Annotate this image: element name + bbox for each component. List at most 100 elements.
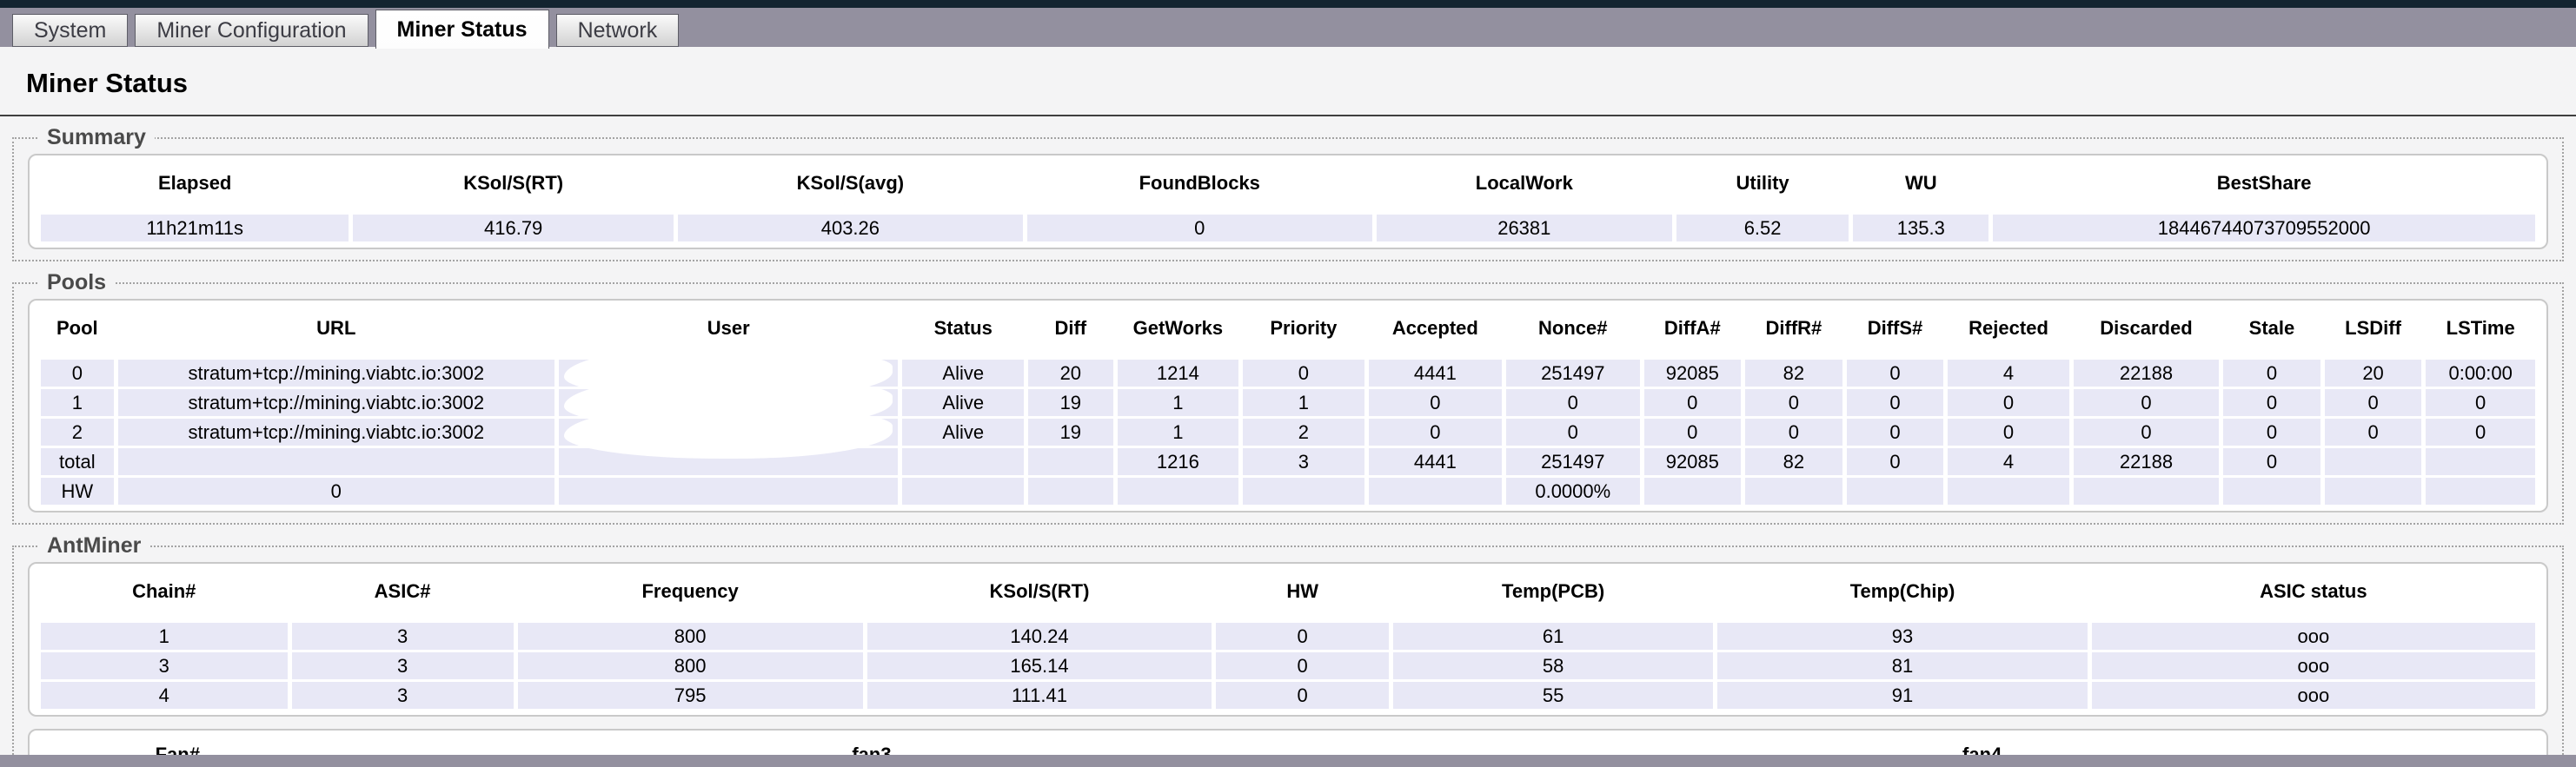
table-cell: HW — [41, 478, 114, 505]
table-cell: 4 — [41, 682, 288, 709]
table-cell — [2223, 478, 2320, 505]
column-header: Accepted — [1391, 317, 1478, 339]
table-cell: 91 — [1717, 682, 2088, 709]
table-cell: 0 — [2223, 419, 2320, 446]
table-cell: 18446744073709552000 — [1993, 215, 2535, 241]
table-cell: 20 — [1027, 360, 1113, 387]
table-cell — [2324, 448, 2422, 475]
redacted-cell — [558, 406, 899, 459]
table-row: 3 3 800 165.14 0 58 81 ooo — [41, 652, 2535, 679]
column-header: WU — [1904, 172, 1937, 194]
column-header: Temp(PCB) — [1502, 580, 1605, 602]
table-cell: 0 — [1368, 419, 1503, 446]
table-cell: 6.52 — [1676, 215, 1849, 241]
table-cell — [1117, 478, 1239, 505]
column-header: BestShare — [2216, 172, 2312, 194]
table-cell: 11h21m11s — [41, 215, 349, 241]
table-cell: ooo — [2091, 623, 2535, 650]
antminer-section: AntMiner Chain# ASIC# Frequency KSol/S(RT) H… — [12, 533, 2564, 755]
table-cell: 0 — [1216, 652, 1389, 679]
summary-table: Elapsed KSol/S(RT) KSol/S(avg) FoundBlocks L… — [37, 159, 2539, 244]
table-cell: 26381 — [1376, 215, 1672, 241]
table-row: 0 stratum+tcp://mining.viabtc.io:3002 Aliv… — [41, 347, 2535, 400]
column-header: fan3 — [852, 744, 892, 755]
table-cell: 61 — [1392, 623, 1714, 650]
table-cell: Alive — [902, 360, 1024, 387]
table-cell: 0 — [2324, 389, 2422, 416]
table-cell — [1368, 478, 1503, 505]
table-cell: 0 — [1745, 419, 1842, 446]
column-header: LocalWork — [1475, 172, 1573, 194]
column-header: FoundBlocks — [1139, 172, 1260, 194]
table-row: 1 3 800 140.24 0 61 93 ooo — [41, 623, 2535, 650]
table-cell: 4 — [1948, 360, 2069, 387]
table-cell — [558, 478, 899, 505]
table-cell — [2073, 478, 2220, 505]
table-cell: ooo — [2091, 652, 2535, 679]
table-cell — [2426, 448, 2535, 475]
table-cell: 0 — [1846, 360, 1944, 387]
table-cell — [1948, 478, 2069, 505]
table-cell — [1643, 478, 1742, 505]
column-header: Discarded — [2100, 317, 2193, 339]
table-cell — [902, 448, 1024, 475]
table-cell: Alive — [902, 419, 1024, 446]
table-cell: 3 — [291, 682, 514, 709]
table-cell: 0 — [1506, 419, 1640, 446]
table-cell: 92085 — [1643, 360, 1742, 387]
table-row: 1 stratum+tcp://mining.viabtc.io:3002 Aliv… — [41, 376, 2535, 429]
table-cell: 140.24 — [866, 623, 1212, 650]
table-cell: 81 — [1717, 652, 2088, 679]
column-header: Chain# — [132, 580, 196, 602]
table-cell: 0 — [2426, 419, 2535, 446]
fan-table: Fan#fan3fan4Speed (r/min)54005400 — [37, 734, 2539, 755]
table-cell: 1 — [41, 623, 288, 650]
column-header: DiffR# — [1765, 317, 1822, 339]
table-cell: 4441 — [1368, 360, 1503, 387]
table-cell: 2 — [1243, 419, 1364, 446]
table-cell: 1216 — [1117, 448, 1239, 475]
column-header: KSol/S(RT) — [463, 172, 564, 194]
table-cell — [1243, 478, 1364, 505]
tab-system[interactable]: System — [12, 14, 129, 47]
table-cell: 22188 — [2073, 360, 2220, 387]
summary-table-card: Elapsed KSol/S(RT) KSol/S(avg) FoundBlocks L… — [28, 154, 2548, 249]
table-cell: 22188 — [2073, 448, 2220, 475]
table-cell: stratum+tcp://mining.viabtc.io:3002 — [117, 360, 554, 387]
column-header: DiffA# — [1663, 317, 1721, 339]
column-header: Utility — [1736, 172, 1789, 194]
table-cell: 111.41 — [866, 682, 1212, 709]
main-content: Miner Status Summary Elapsed KSol/S(RT) KS… — [0, 47, 2576, 755]
table-cell: 82 — [1745, 448, 1842, 475]
table-cell: 0 — [1643, 419, 1742, 446]
antminer-legend: AntMiner — [47, 533, 142, 558]
column-header: Nonce# — [1538, 317, 1608, 339]
summary-legend: Summary — [47, 125, 146, 149]
table-cell: ooo — [2091, 682, 2535, 709]
table-cell — [2324, 478, 2422, 505]
tab-bar: System Miner Configuration Miner Status … — [0, 8, 2576, 49]
summary-section: Summary Elapsed KSol/S(RT) KSol/S(avg) Foun… — [12, 125, 2564, 261]
column-header: Pool — [56, 317, 98, 339]
column-header: LSDiff — [2345, 317, 2401, 339]
table-cell: 1 — [1117, 389, 1239, 416]
table-row: 4 3 795 111.41 0 55 91 ooo — [41, 682, 2535, 709]
table-cell: 0 — [2324, 419, 2422, 446]
table-header-row: Chain# ASIC# Frequency KSol/S(RT) HW Temp(PCB… — [41, 570, 2535, 620]
column-header: HW — [1286, 580, 1318, 602]
table-cell — [902, 478, 1024, 505]
column-header: KSol/S(avg) — [796, 172, 905, 194]
pools-table-card: Pool URL User Status Diff GetWorks Priority Acc… — [28, 299, 2548, 512]
table-cell: 800 — [517, 623, 863, 650]
pools-legend: Pools — [47, 270, 107, 294]
tab-miner-configuration[interactable]: Miner Configuration — [135, 14, 368, 47]
table-cell: 1 — [41, 389, 114, 416]
table-cell: 93 — [1717, 623, 2088, 650]
table-cell: 0 — [2073, 419, 2220, 446]
table-cell: 0.0000% — [1506, 478, 1640, 505]
column-header: Stale — [2248, 317, 2295, 339]
tab-network[interactable]: Network — [555, 14, 680, 47]
table-cell: 135.3 — [1853, 215, 1989, 241]
tab-miner-status[interactable]: Miner Status — [375, 10, 549, 49]
table-cell: 251497 — [1506, 360, 1640, 387]
